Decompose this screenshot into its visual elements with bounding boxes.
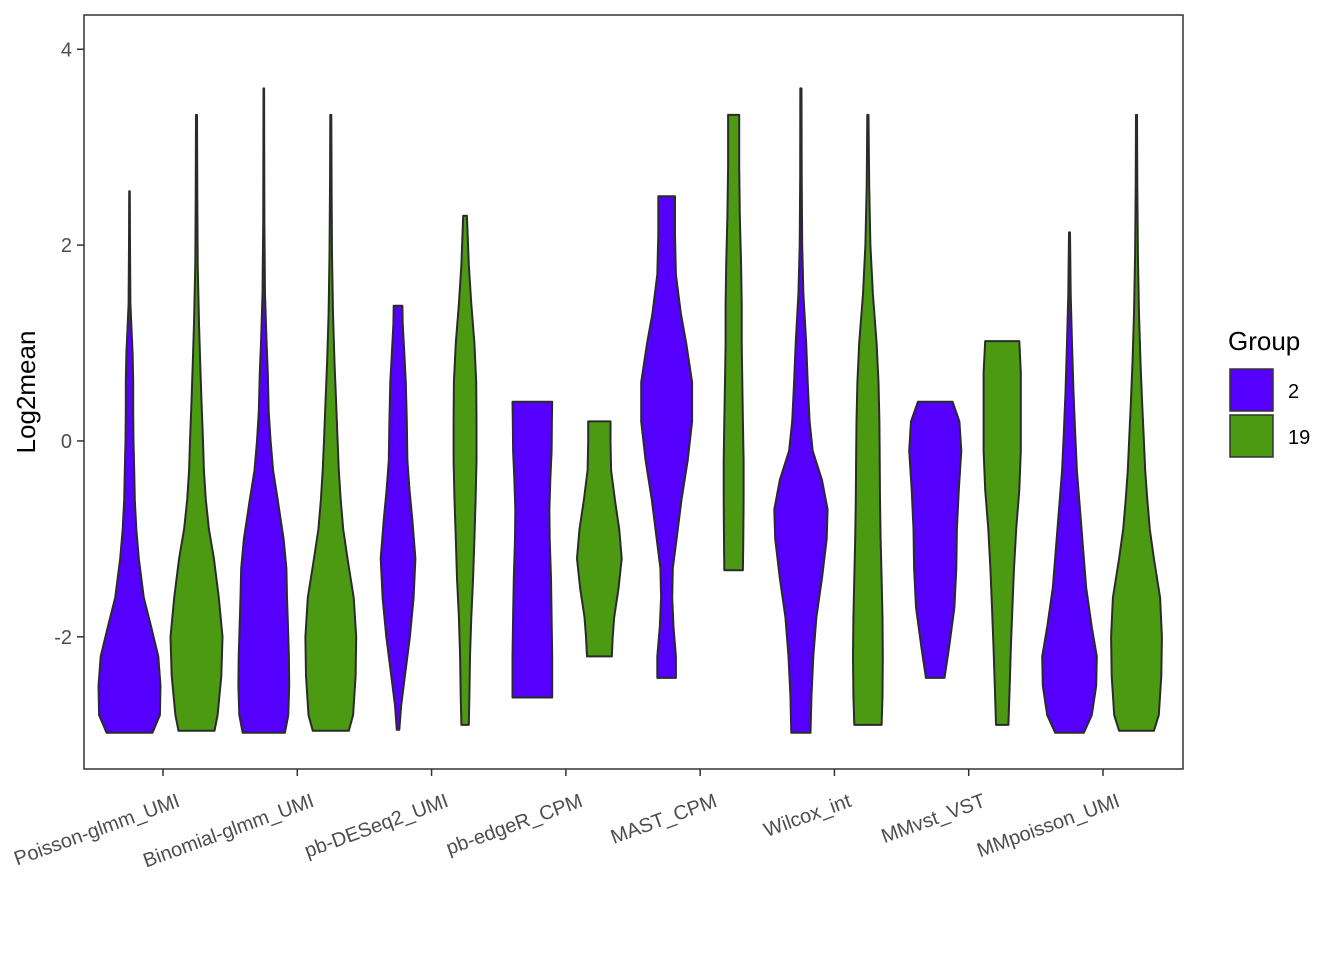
violin-pb-deseq2-umi-group-19	[452, 214, 478, 726]
legend-key-19	[1229, 414, 1274, 458]
violins-layer	[97, 87, 1163, 734]
panel-border	[83, 14, 1184, 770]
violin-pb-edger-cpm-group-19	[576, 420, 623, 658]
violin-pb-deseq2-umi-group-2	[379, 304, 417, 731]
violin-wilcox-int-group-19	[852, 113, 884, 726]
violin-mmpoisson-umi-group-2	[1041, 231, 1098, 734]
x-tick-label: Wilcox_int	[761, 790, 855, 842]
violin-mmvst-vst-group-19	[982, 340, 1022, 726]
y-tick-label: 4	[61, 39, 72, 61]
violin-poisson-glmm-umi-group-2	[97, 190, 162, 734]
violin-mmvst-vst-group-2	[908, 400, 963, 679]
x-tick-label: MMvst_VST	[879, 790, 989, 848]
violin-mast-cpm-group-2	[640, 195, 694, 679]
y-tick-label: 0	[61, 431, 72, 453]
legend-label-2: 2	[1288, 381, 1299, 403]
legend-key-2	[1229, 368, 1274, 412]
violin-wilcox-int-group-2	[773, 87, 829, 734]
x-tick-label: MAST_CPM	[608, 790, 720, 849]
x-tick-label: MMpoisson_UMI	[974, 790, 1123, 862]
y-axis: -2 0 2 4	[54, 39, 84, 649]
violin-poisson-glmm-umi-group-19	[169, 113, 224, 732]
legend: Group 2 19	[1228, 326, 1310, 458]
x-tick-label: pb-edgeR_CPM	[443, 790, 585, 860]
violin-binomial-glmm-umi-group-19	[304, 113, 358, 732]
x-tick-label: pb-DESeq2_UMI	[302, 790, 452, 862]
violin-binomial-glmm-umi-group-2	[237, 87, 291, 734]
violin-mast-cpm-group-19	[722, 113, 745, 572]
y-tick-label: -2	[54, 627, 72, 649]
legend-title: Group	[1228, 326, 1300, 356]
y-axis-title: Log2mean	[11, 331, 41, 454]
legend-label-19: 19	[1288, 427, 1310, 449]
x-axis: Poisson-glmm_UMIBinomial-glmm_UMIpb-DESe…	[11, 769, 1123, 872]
violin-mmpoisson-umi-group-19	[1110, 113, 1163, 732]
y-tick-label: 2	[61, 235, 72, 257]
violin-pb-edger-cpm-group-2	[511, 400, 554, 699]
